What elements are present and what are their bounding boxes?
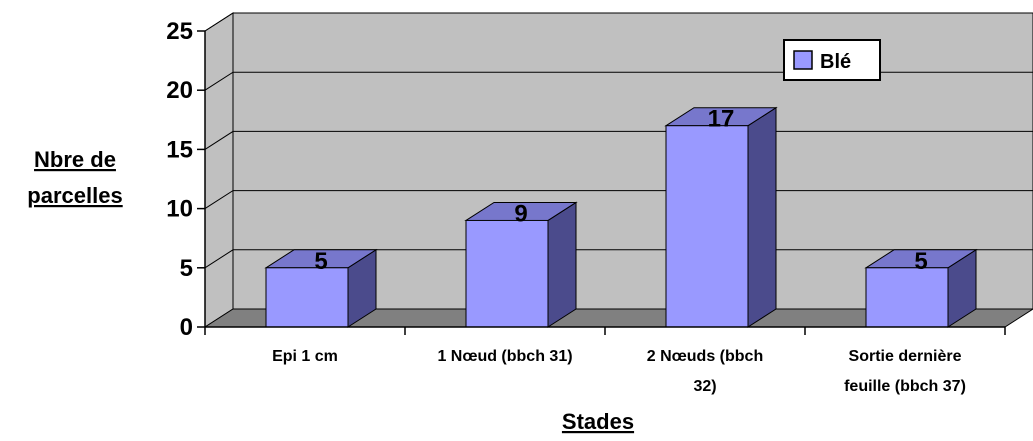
legend-label: Blé bbox=[820, 51, 851, 73]
bar bbox=[664, 106, 778, 328]
data-label: 5 bbox=[314, 248, 327, 275]
legend: Blé bbox=[783, 39, 881, 81]
bar-front bbox=[265, 267, 349, 328]
y-tick-label: 20 bbox=[166, 77, 193, 104]
chart-walls bbox=[203, 12, 1033, 328]
bar-side bbox=[747, 106, 777, 328]
gridline bbox=[204, 12, 1033, 32]
y-tick-label: 15 bbox=[166, 136, 193, 163]
y-tick-label: 0 bbox=[180, 314, 193, 341]
y-tick-labels: 0 5 10 15 20 25 bbox=[166, 18, 193, 341]
x-axis-title: Stades bbox=[562, 409, 634, 434]
y-tick-label: 5 bbox=[180, 255, 193, 282]
x-category-label: Epi 1 cm bbox=[272, 348, 338, 365]
bars bbox=[264, 106, 978, 328]
x-category-label: 2 Nœuds (bbch bbox=[647, 348, 763, 365]
y-axis-title-line-1: Nbre de bbox=[34, 147, 116, 172]
x-category-label: 1 Nœud (bbch 31) bbox=[437, 348, 572, 365]
axes bbox=[197, 30, 1006, 335]
bar bbox=[264, 248, 378, 328]
gridline bbox=[204, 71, 1033, 91]
x-category-label: feuille (bbch 37) bbox=[844, 378, 966, 395]
x-category-label: 32) bbox=[693, 378, 716, 395]
bar-front bbox=[865, 267, 949, 328]
side-wall bbox=[204, 12, 234, 328]
bar bbox=[464, 201, 578, 328]
legend-swatch bbox=[793, 50, 813, 70]
y-tick-label: 25 bbox=[166, 18, 193, 45]
data-label: 17 bbox=[708, 106, 735, 133]
bar-front bbox=[465, 219, 549, 328]
x-category-labels: Epi 1 cm 1 Nœud (bbch 31) 2 Nœuds (bbch 32)… bbox=[272, 348, 966, 395]
y-axis-title: Nbre de parcelles bbox=[27, 147, 122, 208]
bar-side bbox=[547, 201, 577, 328]
data-label: 5 bbox=[914, 248, 927, 275]
y-tick-label: 10 bbox=[166, 196, 193, 223]
bar bbox=[864, 248, 978, 328]
data-label: 9 bbox=[514, 200, 527, 227]
x-category-label: Sortie dernière bbox=[849, 348, 962, 365]
bar-front bbox=[665, 125, 749, 328]
y-axis-title-line-2: parcelles bbox=[27, 183, 122, 208]
data-labels: 5 9 17 5 bbox=[314, 106, 927, 275]
